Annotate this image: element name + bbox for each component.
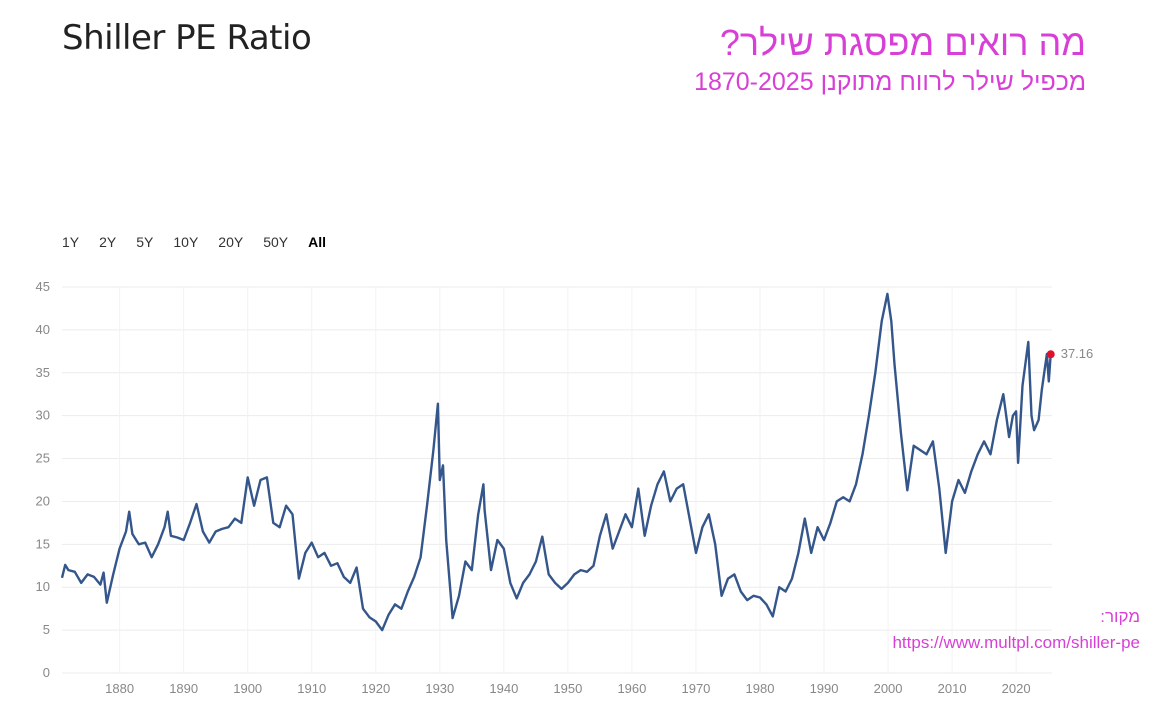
x-tick-label: 1910	[297, 681, 326, 696]
x-tick-label: 1990	[810, 681, 839, 696]
range-button-50y[interactable]: 50Y	[263, 234, 289, 250]
x-tick-label: 1900	[233, 681, 262, 696]
hebrew-title: מה רואים מפסגת שילר?	[719, 22, 1086, 63]
range-button-20y[interactable]: 20Y	[218, 234, 244, 250]
pe-ratio-line	[60, 292, 1052, 632]
range-button-10y[interactable]: 10Y	[173, 234, 199, 250]
y-tick-label: 40	[36, 322, 50, 337]
x-tick-label: 2000	[874, 681, 903, 696]
x-tick-label: 2010	[938, 681, 967, 696]
range-button-all[interactable]: All	[308, 234, 327, 250]
y-tick-label: 35	[36, 365, 50, 380]
source-url[interactable]: https://www.multpl.com/shiller-pe	[892, 633, 1140, 652]
y-axis-ticks: 0 5 10 15 20 25 30 35 40 45	[36, 279, 50, 680]
x-tick-label: 1980	[746, 681, 775, 696]
latest-value-dot[interactable]	[1046, 350, 1055, 359]
page-title: Shiller PE Ratio	[62, 18, 312, 58]
hebrew-subtitle: מכפיל שילר לרווח מתוקנן 1870-2025	[694, 68, 1086, 96]
x-tick-label: 1960	[617, 681, 646, 696]
x-axis-ticks: 1880 1890 1900 1910 1920 1930 1940 1950 1960 1970…	[105, 681, 1030, 696]
y-tick-label: 30	[36, 408, 50, 423]
range-button-5y[interactable]: 5Y	[136, 234, 154, 250]
x-tick-label: 1930	[425, 681, 454, 696]
y-tick-label: 25	[36, 451, 50, 466]
x-tick-label: 1970	[681, 681, 710, 696]
chart-grid	[62, 286, 1052, 674]
y-tick-label: 15	[36, 536, 50, 551]
range-button-1y[interactable]: 1Y	[62, 234, 80, 250]
range-button-2y[interactable]: 2Y	[99, 234, 117, 250]
latest-value-label: 37.16	[1061, 346, 1094, 361]
y-tick-label: 10	[36, 579, 50, 594]
y-tick-label: 45	[36, 279, 50, 294]
source-label: מקור:	[1100, 607, 1140, 626]
x-tick-label: 1950	[553, 681, 582, 696]
x-tick-label: 1940	[489, 681, 518, 696]
x-tick-label: 2020	[1002, 681, 1031, 696]
x-tick-label: 1880	[105, 681, 134, 696]
y-tick-label: 0	[43, 665, 50, 680]
range-selector: 1Y 2Y 5Y 10Y 20Y 50Y All	[62, 234, 346, 250]
source-note: מקור: https://www.multpl.com/shiller-pe	[892, 604, 1140, 656]
x-tick-label: 1920	[361, 681, 390, 696]
y-tick-label: 20	[36, 493, 50, 508]
x-tick-label: 1890	[169, 681, 198, 696]
y-tick-label: 5	[43, 622, 50, 637]
